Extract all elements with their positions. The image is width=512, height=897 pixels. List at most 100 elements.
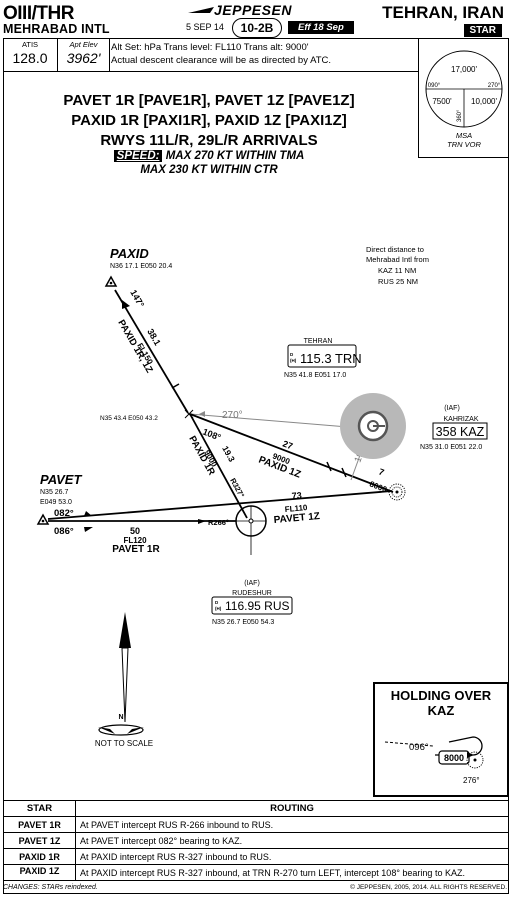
distance-note-4: RUS 25 NM — [378, 277, 418, 286]
paxid-leg — [114, 289, 189, 414]
holding-alt: 8000 — [444, 753, 464, 763]
trn-r270-label: 270° — [222, 410, 243, 421]
routing-col-star: STAR — [3, 800, 76, 817]
dist-27: 27 — [281, 439, 294, 452]
procedure-title-2: PAXID 1R [PAXI1R], PAXID 1Z [PAXI1Z] — [71, 112, 347, 129]
holding-outbound: 276° — [463, 776, 480, 785]
paxid1z-leg — [189, 413, 394, 493]
pavet-fix-triangle — [36, 513, 50, 525]
holding-kaz-icon — [466, 751, 484, 769]
atis-cell: ATIS 128.0 — [3, 38, 58, 71]
dist-7: 7 — [377, 467, 385, 478]
city-name: TEHRAN, IRAN — [382, 3, 504, 22]
table-row: PAVET 1R At PAVET intercept RUS R-266 in… — [3, 816, 509, 833]
msa-brg-270: 270° — [488, 83, 501, 89]
routing-text: At PAXID intercept RUS R-327 inbound, at… — [75, 864, 509, 881]
msa-brg-090: 090° — [428, 83, 441, 89]
rus-name: RUDESHUR — [232, 590, 272, 597]
routing-id: PAVET 1R — [3, 816, 76, 833]
routing-header-row: STAR ROUTING — [3, 800, 509, 817]
pavet-coord-2: E049 53.0 — [40, 499, 72, 506]
table-row: PAVET 1Z At PAVET intercept 082° bearing… — [3, 832, 509, 849]
trn-d-tag: D — [290, 352, 294, 357]
elev-label: Apt Elev — [69, 40, 98, 49]
speed-restriction-1: SPEED: MAX 270 KT WITHIN TMA — [0, 150, 418, 162]
chart-type-badge: STAR — [463, 24, 502, 37]
info-row: ATIS 128.0 Apt Elev 3962' — [3, 38, 418, 72]
routing-id: PAXID 1Z — [3, 864, 76, 881]
rus-coord: N35 26.7 E050 54.3 — [212, 619, 274, 626]
kaz-coord: N35 31.0 E051 22.0 — [420, 444, 482, 451]
north-arrow-icon — [98, 612, 144, 736]
speed-text-1: MAX 270 KT WITHIN TMA — [165, 150, 305, 162]
dist-73: 73 — [291, 490, 302, 501]
jeppesen-logo: JEPPESEN — [214, 2, 292, 18]
trn-r270-line — [189, 413, 361, 429]
msa-alt-left: 7500' — [432, 97, 452, 106]
distance-note-1: Direct distance to — [366, 245, 424, 254]
fl-110: FL110 — [284, 503, 308, 514]
pavet-name: PAVET — [40, 472, 82, 487]
distance-note: Direct distance to Mehrabad Intl from KA… — [366, 245, 429, 286]
turn-point-coord: N35 43.4 E050 43.2 — [100, 415, 158, 422]
chart-number: 10-2B — [232, 18, 282, 38]
holding-title-1: HOLDING OVER — [390, 688, 492, 703]
effective-date: Eff 18 Sep — [288, 21, 354, 34]
runways-title: RWYS 11L/R, 29L/R ARRIVALS — [100, 132, 318, 149]
distance-note-3: KAZ 11 NM — [378, 266, 416, 275]
routing-table: STAR ROUTING PAVET 1R At PAVET intercept… — [3, 800, 509, 881]
trn-h-tag: (H) — [290, 358, 297, 363]
brg-086: 086° — [54, 526, 74, 537]
paxid1r-leg — [189, 413, 248, 519]
paxid-bearing: 147° — [128, 288, 146, 309]
kaz-freq-box — [432, 422, 488, 440]
routing-text: At PAXID intercept RUS R-327 inbound to … — [75, 848, 509, 865]
paxid-fix-triangle — [104, 275, 118, 287]
routing-id: PAXID 1R — [3, 848, 76, 865]
holding-box — [373, 682, 509, 797]
pavet1z-leg — [47, 490, 393, 520]
rus-h-tag: (H) — [215, 606, 222, 611]
paxid-name: PAXID — [110, 246, 149, 261]
speed-restriction-2: MAX 230 KT WITHIN CTR — [140, 164, 278, 176]
kaz-name: KAHRIZAK — [443, 416, 478, 423]
routing-text: At PAVET intercept 082° bearing to KAZ. — [75, 832, 509, 849]
speed-tag: SPEED: — [113, 150, 163, 162]
kaz-freq: 358 KAZ — [436, 425, 485, 439]
atis-label: ATIS — [21, 40, 39, 49]
chart-date: 5 SEP 14 — [186, 22, 224, 32]
changes-note: CHANGES: STARs reindexed. — [3, 884, 98, 891]
routing-col-routing: ROUTING — [75, 800, 509, 817]
holding-alt-box — [438, 750, 470, 765]
routing-text: At PAVET intercept RUS R-266 inbound to … — [75, 816, 509, 833]
north-label: N — [118, 714, 123, 721]
alt-line-1: Alt Set: hPa Trans level: FL110 Trans al… — [111, 42, 309, 53]
msa-box — [418, 38, 509, 158]
airport-name: MEHRABAD INTL — [3, 22, 110, 36]
msa-brg-360: 360° — [457, 109, 463, 122]
msa-label: MSA — [456, 131, 472, 140]
holding-title-2: KAZ — [427, 703, 455, 718]
fl-120: FL120 — [123, 536, 147, 545]
holding-inbound: 096° — [409, 742, 429, 753]
rus-vor-icon — [235, 505, 267, 537]
rus-freq-box — [211, 596, 293, 615]
msa-vor-label: TRN VOR — [447, 140, 481, 149]
routing-id: PAVET 1Z — [3, 832, 76, 849]
airport-ident: OIII/THR — [3, 3, 74, 24]
rus-d-tag: D — [215, 600, 219, 605]
elev-value: 3962' — [66, 50, 101, 66]
chart-frame — [3, 38, 509, 894]
procedure-title-1: PAVET 1R [PAVE1R], PAVET 1Z [PAVE1Z] — [63, 92, 355, 109]
trn-coord: N35 41.8 E051 17.0 — [284, 372, 346, 379]
atis-value: 128.0 — [12, 50, 48, 66]
jeppesen-logo-icon — [188, 7, 214, 13]
rus-r266: R266° — [208, 518, 229, 527]
msa-alt-right: 10,000' — [471, 97, 497, 106]
not-to-scale: NOT TO SCALE — [95, 739, 153, 748]
dist-50: 50 — [130, 526, 140, 536]
elev-cell: Apt Elev 3962' — [58, 38, 110, 71]
trn-freq: 115.3 TRN — [300, 351, 362, 366]
brg-082: 082° — [54, 508, 74, 519]
